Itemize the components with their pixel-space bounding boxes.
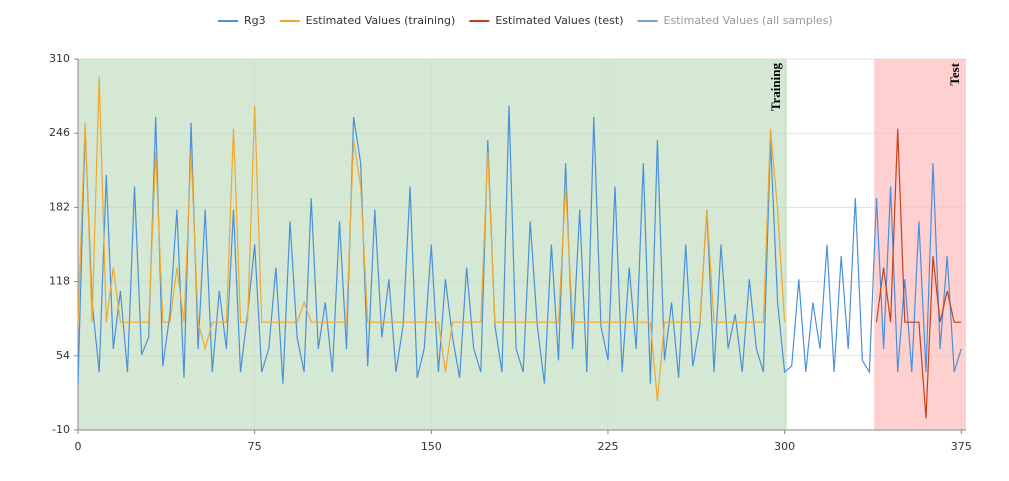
x-tick-label: 75	[248, 440, 262, 453]
y-tick-label: 54	[56, 349, 70, 362]
y-tick-label: 310	[49, 52, 70, 65]
y-tick-label: -10	[52, 423, 70, 436]
legend-label[interactable]: Estimated Values (training)	[306, 14, 456, 27]
series-line	[77, 105, 962, 384]
region-label: Training	[768, 63, 783, 112]
region-label: Test	[947, 62, 962, 85]
series-line	[77, 76, 786, 402]
legend-label[interactable]: Estimated Values (test)	[495, 14, 623, 27]
x-tick-label: 225	[597, 440, 618, 453]
region	[78, 59, 787, 430]
legend-label[interactable]: Rg3	[244, 14, 266, 27]
x-tick-label: 300	[774, 440, 795, 453]
y-tick-label: 118	[49, 275, 70, 288]
y-tick-label: 182	[49, 200, 70, 213]
legend-label[interactable]: Estimated Values (all samples)	[664, 14, 833, 27]
series-line	[875, 128, 962, 419]
x-tick-label: 0	[75, 440, 82, 453]
x-tick-label: 375	[951, 440, 972, 453]
y-tick-label: 246	[49, 126, 70, 139]
x-tick-label: 150	[421, 440, 442, 453]
